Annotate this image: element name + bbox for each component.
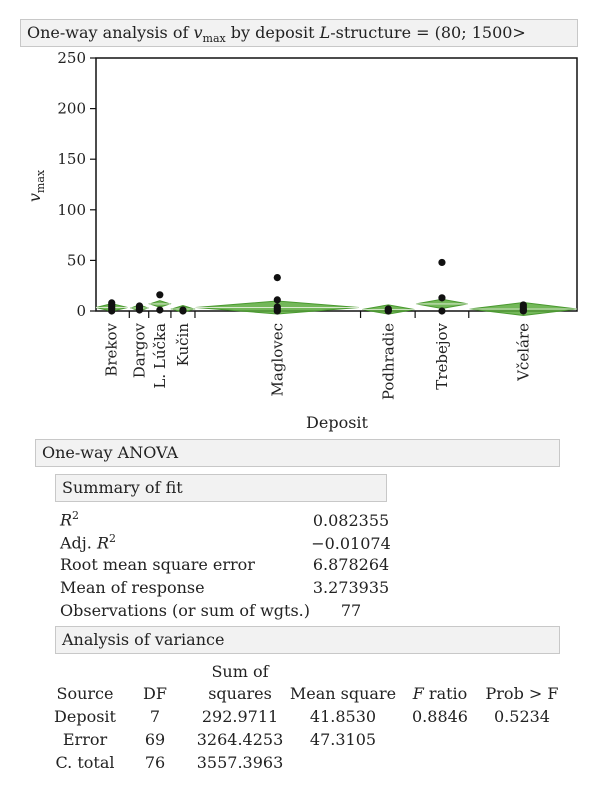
title-mid: by deposit (225, 23, 320, 42)
data-point (384, 305, 392, 313)
summary-of-fit-header: Summary of fit (55, 474, 387, 502)
cell-ms: 47.3105 (309, 730, 377, 749)
chart-title-bar: One-way analysis of vmax by deposit L-st… (20, 19, 578, 47)
x-tick-label: Dargov (130, 322, 148, 378)
fit-label-r2: R2 (60, 509, 80, 530)
x-tick-label: Maglovec (268, 323, 286, 396)
fit-value-r2: 0.082355 (312, 511, 390, 530)
data-points (108, 258, 527, 315)
y-tick-label: 200 (57, 100, 86, 118)
cell-source: Deposit (54, 707, 116, 726)
data-point (156, 306, 164, 314)
mean-diamonds (95, 298, 578, 316)
col-prob: Prob > F (485, 684, 559, 703)
data-point (438, 307, 446, 315)
cell-ss: 292.9711 (201, 707, 279, 726)
col-ss-top: Sum of (211, 662, 269, 681)
x-axis: Brekov Dargov L. Lúčka Kučin Maglovec Podhrad… (103, 311, 532, 400)
cell-df: 7 (149, 707, 161, 726)
x-tick-label: Podhradie (379, 323, 397, 400)
x-tick-label: Brekov (103, 322, 121, 376)
data-point (135, 302, 144, 310)
fit-label-rmse: Root mean square error (60, 555, 255, 574)
col-ms: Mean square (289, 684, 397, 703)
oneway-chart: 0 50 100 150 200 250 Brekov Dargov L. Lúčka Kuči… (25, 49, 578, 432)
y-tick-label: 250 (57, 49, 86, 67)
x-tick-label: Včeláre (514, 323, 532, 382)
col-ss-bottom: squares (208, 684, 272, 703)
cell-p: 0.5234 (494, 707, 550, 726)
cell-df: 69 (144, 730, 166, 749)
y-tick-label: 100 (57, 201, 86, 219)
data-point (273, 303, 281, 311)
cell-source: C. total (55, 753, 115, 772)
fit-value-mean: 3.273935 (312, 578, 390, 597)
cell-ms: 41.8530 (309, 707, 377, 726)
fit-label-adj-r2: Adj. R2 (60, 532, 116, 553)
cell-df: 76 (144, 753, 166, 772)
y-tick-label: 50 (67, 251, 86, 269)
col-f-ratio: F ratio (412, 684, 468, 703)
plot-frame (95, 57, 578, 312)
cell-f: 0.8846 (412, 707, 468, 726)
analysis-of-variance-header: Analysis of variance (55, 626, 560, 654)
data-point (273, 274, 281, 282)
fit-label-mean: Mean of response (60, 578, 205, 597)
cell-ss: 3264.4253 (196, 730, 284, 749)
fit-label-observations: Observations (or sum of wgts.) (60, 601, 310, 620)
data-point (108, 299, 116, 307)
y-axis: 0 50 100 150 200 250 (57, 49, 96, 320)
x-tick-label: L. Lúčka (151, 323, 169, 389)
data-point (156, 291, 164, 299)
y-tick-label: 150 (57, 150, 86, 168)
x-tick-label: Kučin (174, 323, 192, 367)
plot-border (95, 57, 578, 312)
y-label-main: v (25, 193, 44, 202)
title-struct: L (319, 23, 331, 42)
data-point (519, 301, 527, 309)
y-axis-label: vmax (25, 169, 47, 202)
data-point (273, 296, 281, 304)
data-point (438, 258, 446, 267)
y-tick-label: 0 (76, 302, 86, 320)
x-axis-label: Deposit (306, 413, 369, 432)
col-source: Source (56, 684, 114, 703)
data-point (179, 306, 187, 314)
title-prefix: One-way analysis of (27, 23, 194, 42)
fit-value-rmse: 6.878264 (312, 555, 390, 574)
anova-header: One-way ANOVA (35, 439, 560, 467)
title-var: v (193, 23, 203, 42)
data-point (438, 294, 446, 302)
x-tick-label: Trebejov (433, 322, 451, 389)
cell-ss: 3557.3963 (196, 753, 284, 772)
y-label-sub: max (34, 169, 47, 193)
title-suffix: -structure = (80; 1500> (330, 23, 526, 42)
fit-value-adj-r2: −0.01074 (311, 534, 391, 553)
col-df: DF (143, 684, 167, 703)
fit-value-observations: 77 (340, 601, 362, 620)
cell-source: Error (62, 730, 108, 749)
title-var-sub: max (202, 32, 226, 46)
